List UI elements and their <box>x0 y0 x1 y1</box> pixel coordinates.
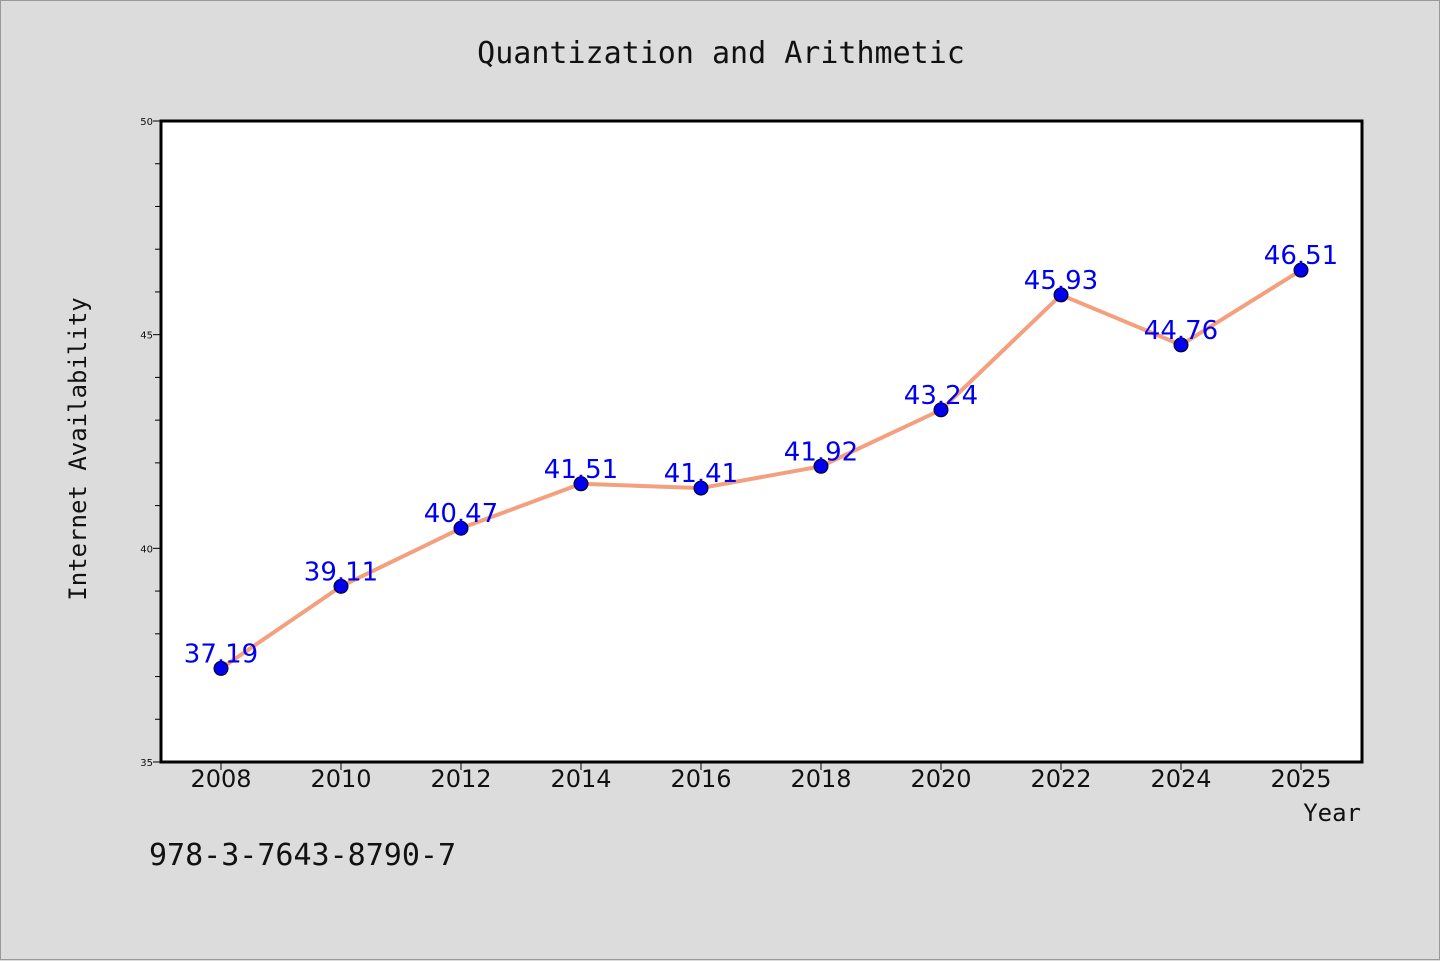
data-point <box>813 458 829 474</box>
data-label: 44.76 <box>1144 316 1218 346</box>
data-label: 39.11 <box>304 557 378 587</box>
data-label: 41.92 <box>784 437 858 467</box>
chart-marks: 35 40 45 50 2008 2010 2012 2014 2016 2018 2020 2022… <box>140 117 1338 793</box>
x-tick-label: 2025 <box>1270 765 1331 793</box>
data-label: 41.51 <box>544 455 618 485</box>
data-label: 40.47 <box>424 499 498 529</box>
x-tick-label: 2012 <box>430 765 491 793</box>
plot-area <box>161 121 1362 762</box>
x-tick-label: 2024 <box>1150 765 1211 793</box>
data-label: 37.19 <box>184 639 258 669</box>
data-point <box>1293 262 1309 278</box>
x-axis-label: Year <box>1303 799 1361 827</box>
isbn-text: 978-3-7643-8790-7 <box>149 838 456 873</box>
data-point <box>1053 287 1069 303</box>
data-point <box>933 402 949 418</box>
y-axis-label: Internet Availability <box>64 297 92 600</box>
x-tick-label: 2008 <box>190 765 251 793</box>
data-point <box>693 480 709 496</box>
x-tick-label: 2010 <box>310 765 371 793</box>
x-tick-label: 2018 <box>790 765 851 793</box>
x-tick-label: 2022 <box>1030 765 1091 793</box>
data-point <box>453 520 469 536</box>
data-point <box>333 578 349 594</box>
x-tick-label: 2016 <box>670 765 731 793</box>
data-label: 45.93 <box>1024 266 1098 296</box>
chart-title: Quantization and Arithmetic <box>477 36 965 71</box>
y-tick-label: 50 <box>140 117 153 128</box>
y-tick-label: 45 <box>140 331 153 342</box>
y-tick-label: 35 <box>140 758 153 769</box>
y-tick-label: 40 <box>140 544 153 555</box>
series-line <box>219 268 1303 671</box>
plot-border <box>159 119 1364 764</box>
data-point <box>573 476 589 492</box>
data-label: 43.24 <box>904 381 978 411</box>
x-tick-label: 2020 <box>910 765 971 793</box>
x-tick-label: 2014 <box>550 765 611 793</box>
data-point <box>213 660 229 676</box>
data-label: 46.51 <box>1264 241 1338 271</box>
data-point <box>1173 337 1189 353</box>
data-label: 41.41 <box>664 459 738 489</box>
